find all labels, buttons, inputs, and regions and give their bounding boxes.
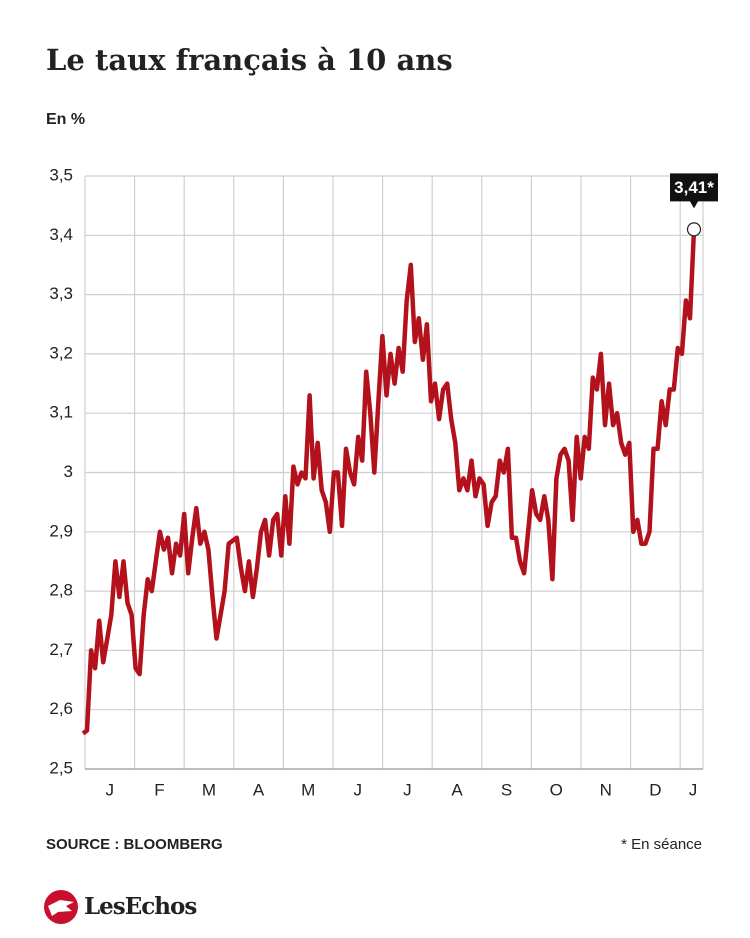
y-tick-label: 3,4 — [49, 225, 73, 244]
y-tick-label: 2,8 — [49, 581, 73, 600]
callout-box — [670, 173, 718, 209]
y-tick-label: 2,6 — [49, 699, 73, 718]
y-tick-label: 3,5 — [49, 165, 73, 184]
x-tick-label: N — [600, 780, 612, 799]
y-tick-label: 2,9 — [49, 521, 73, 540]
y-tick-label: 3 — [64, 462, 73, 481]
x-tick-label: S — [501, 780, 512, 799]
source: SOURCE : BLOOMBERG — [46, 836, 223, 853]
line-series — [81, 229, 697, 736]
logo-icon — [44, 890, 78, 924]
last-point — [686, 222, 702, 237]
x-tick-label: J — [689, 780, 698, 799]
x-tick-label: J — [354, 780, 363, 799]
y-tick-label: 3,2 — [49, 343, 73, 362]
x-tick-label: J — [403, 780, 412, 799]
note: * En séance — [621, 836, 702, 853]
x-tick-label: A — [451, 780, 463, 799]
chart-title: Le taux français à 10 ans — [46, 43, 453, 77]
x-tick-label: O — [550, 780, 563, 799]
y-tick-label: 2,7 — [49, 640, 73, 659]
subtitle: En % — [46, 111, 85, 128]
x-tick-label: J — [106, 780, 115, 799]
x-tick-label: M — [301, 780, 315, 799]
y-tick-label: 3,3 — [49, 284, 73, 303]
y-tick-label: 2,5 — [49, 758, 73, 777]
x-tick-label: M — [202, 780, 216, 799]
logo-text: LesEchos — [84, 893, 196, 920]
x-tick-label: A — [253, 780, 265, 799]
y-tick-label: 3,1 — [49, 403, 73, 422]
x-tick-label: F — [154, 780, 164, 799]
x-tick-label: D — [649, 780, 661, 799]
callout-label: 3,41* — [674, 178, 714, 197]
